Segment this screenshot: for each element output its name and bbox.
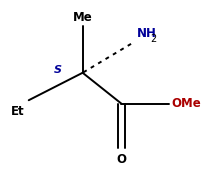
Text: OMe: OMe bbox=[171, 97, 201, 110]
Text: Et: Et bbox=[11, 105, 24, 118]
Text: O: O bbox=[117, 153, 127, 166]
Text: NH: NH bbox=[136, 27, 156, 40]
Text: Me: Me bbox=[73, 11, 92, 24]
Text: S: S bbox=[54, 65, 62, 75]
Text: 2: 2 bbox=[151, 34, 157, 44]
